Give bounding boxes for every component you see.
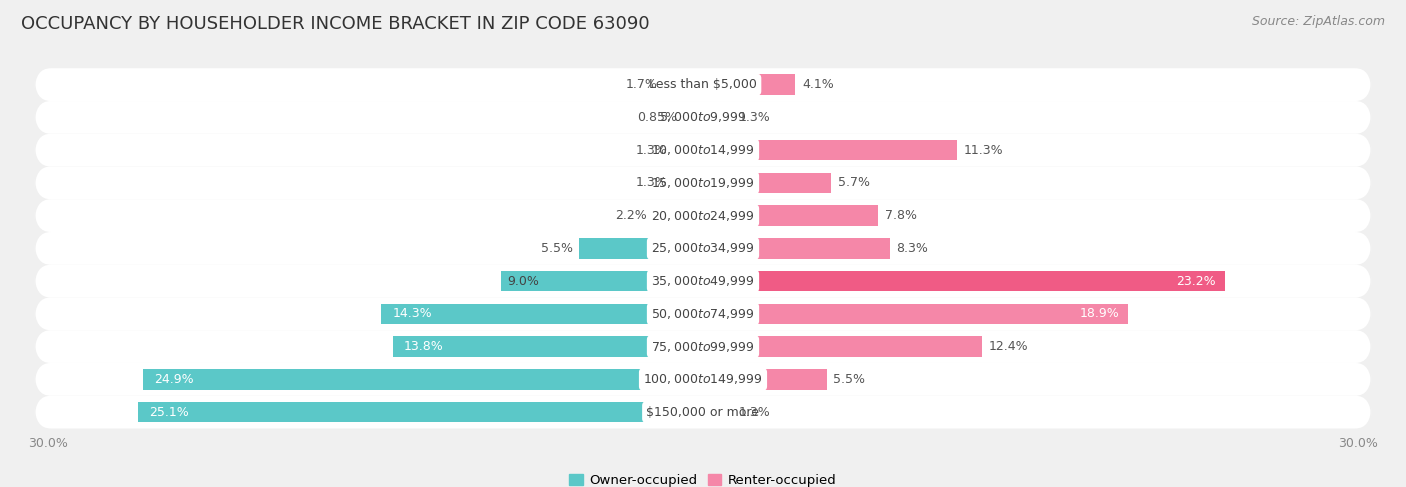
Text: 8.3%: 8.3% [897,242,928,255]
FancyBboxPatch shape [35,68,1371,101]
Text: 25.1%: 25.1% [149,406,190,419]
Text: 23.2%: 23.2% [1177,275,1216,288]
Bar [703,369,827,390]
Bar [703,271,1225,291]
Text: $10,000 to $14,999: $10,000 to $14,999 [651,143,755,157]
Bar [673,140,703,160]
FancyBboxPatch shape [35,101,1371,134]
Bar [703,140,957,160]
Text: 11.3%: 11.3% [965,144,1004,157]
Text: 0.85%: 0.85% [637,111,678,124]
Text: 5.7%: 5.7% [838,176,870,189]
Text: 1.3%: 1.3% [740,406,770,419]
Bar [703,173,831,193]
Text: 1.3%: 1.3% [636,144,666,157]
Text: $20,000 to $24,999: $20,000 to $24,999 [651,208,755,223]
Bar [673,173,703,193]
Bar [392,337,703,357]
FancyBboxPatch shape [35,330,1371,363]
Text: 2.2%: 2.2% [614,209,647,222]
Bar [665,75,703,95]
Text: 18.9%: 18.9% [1080,307,1119,320]
Bar [703,402,733,422]
Bar [703,337,981,357]
Bar [703,107,733,128]
FancyBboxPatch shape [35,232,1371,265]
Text: $25,000 to $34,999: $25,000 to $34,999 [651,242,755,255]
Text: 24.9%: 24.9% [155,373,194,386]
Text: 5.5%: 5.5% [540,242,572,255]
Bar [654,206,703,226]
Text: $5,000 to $9,999: $5,000 to $9,999 [659,111,747,124]
Bar [703,75,796,95]
FancyBboxPatch shape [35,396,1371,429]
Text: Less than $5,000: Less than $5,000 [650,78,756,91]
Bar [579,238,703,259]
Bar [703,206,879,226]
FancyBboxPatch shape [35,298,1371,330]
FancyBboxPatch shape [35,167,1371,199]
FancyBboxPatch shape [35,265,1371,298]
Text: 12.4%: 12.4% [988,340,1028,353]
Text: 1.7%: 1.7% [626,78,658,91]
FancyBboxPatch shape [35,134,1371,167]
Text: 9.0%: 9.0% [508,275,538,288]
Bar [381,304,703,324]
Text: $75,000 to $99,999: $75,000 to $99,999 [651,339,755,354]
Bar [143,369,703,390]
Text: $150,000 or more: $150,000 or more [647,406,759,419]
Text: 30.0%: 30.0% [1339,437,1378,450]
Text: OCCUPANCY BY HOUSEHOLDER INCOME BRACKET IN ZIP CODE 63090: OCCUPANCY BY HOUSEHOLDER INCOME BRACKET … [21,15,650,33]
Text: 1.3%: 1.3% [636,176,666,189]
Text: $15,000 to $19,999: $15,000 to $19,999 [651,176,755,190]
Text: 30.0%: 30.0% [28,437,67,450]
Legend: Owner-occupied, Renter-occupied: Owner-occupied, Renter-occupied [564,469,842,487]
Text: $50,000 to $74,999: $50,000 to $74,999 [651,307,755,321]
Text: 5.5%: 5.5% [834,373,866,386]
Bar [683,107,703,128]
Bar [703,304,1128,324]
Bar [501,271,703,291]
FancyBboxPatch shape [35,363,1371,396]
FancyBboxPatch shape [35,199,1371,232]
Text: 13.8%: 13.8% [404,340,443,353]
Text: Source: ZipAtlas.com: Source: ZipAtlas.com [1251,15,1385,28]
Bar [138,402,703,422]
Text: 7.8%: 7.8% [886,209,917,222]
Text: 4.1%: 4.1% [801,78,834,91]
Text: 14.3%: 14.3% [392,307,432,320]
Bar [703,238,890,259]
Text: $100,000 to $149,999: $100,000 to $149,999 [644,373,762,386]
Text: $35,000 to $49,999: $35,000 to $49,999 [651,274,755,288]
Text: 1.3%: 1.3% [740,111,770,124]
